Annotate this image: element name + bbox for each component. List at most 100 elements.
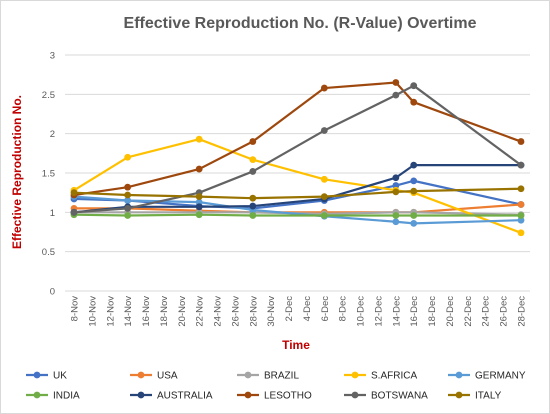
series-botswana — [70, 82, 525, 216]
y-tick-label: 1.5 — [42, 169, 55, 180]
data-point — [410, 161, 418, 169]
y-tick-label: 2.5 — [42, 90, 55, 101]
data-point — [249, 138, 257, 145]
data-point — [320, 175, 328, 183]
data-point — [392, 182, 400, 189]
data-point — [410, 187, 418, 195]
legend-item: UK — [26, 371, 67, 382]
data-point — [249, 202, 257, 210]
data-point — [517, 212, 525, 219]
legend-label: BRAZIL — [264, 371, 299, 382]
legend-item: LESOTHO — [237, 391, 312, 402]
legend-swatch-marker — [33, 371, 41, 379]
legend-label: BOTSWANA — [371, 391, 428, 402]
y-tick-label: 2 — [50, 129, 55, 140]
series-line — [73, 81, 522, 197]
legend-item: S.AFRICA — [344, 371, 417, 382]
x-tick-label: 16-Nov — [141, 296, 152, 327]
legend-swatch-marker — [351, 391, 359, 399]
x-axis-label: Time — [282, 338, 310, 352]
x-tick-label: 28-Dec — [517, 296, 528, 327]
data-point — [249, 194, 257, 202]
data-point — [392, 174, 400, 182]
x-tick-label: 12-Nov — [105, 296, 116, 327]
data-point — [392, 91, 400, 99]
x-tick-label: 14-Nov — [123, 296, 134, 327]
x-tick-label: 4-Dec — [302, 296, 313, 322]
data-point — [249, 156, 257, 164]
data-point — [410, 212, 418, 219]
data-point — [320, 84, 328, 92]
data-point — [517, 216, 525, 224]
x-tick-label: 26-Nov — [230, 296, 241, 327]
x-tick-label: 22-Dec — [463, 296, 474, 327]
data-point — [320, 212, 328, 219]
legend-label: LESOTHO — [264, 391, 312, 402]
data-point — [249, 168, 257, 175]
data-point — [195, 193, 203, 201]
legend-swatch-marker — [244, 391, 252, 399]
x-tick-label: 12-Dec — [373, 296, 384, 327]
data-point — [517, 185, 525, 193]
data-point — [195, 211, 203, 219]
data-point — [124, 212, 132, 219]
data-point — [124, 153, 132, 161]
x-tick-labels: 8-Nov 10-Nov 12-Nov 14-Nov 16-Nov 18-Nov 20-No… — [70, 296, 528, 327]
x-tick-label: 6-Dec — [320, 296, 331, 322]
series-lesotho — [70, 79, 525, 199]
data-point — [124, 197, 132, 204]
x-tick-label: 24-Dec — [481, 296, 492, 327]
legend-label: ITALY — [475, 391, 502, 402]
y-tick-labels: 0 0.5 1 1.5 2 2.5 3 — [42, 51, 55, 298]
x-tick-label: 22-Nov — [195, 296, 206, 327]
legend-label: S.AFRICA — [371, 371, 417, 382]
data-point — [517, 138, 525, 145]
legend-item: GERMANY — [448, 371, 526, 382]
x-tick-label: 20-Dec — [445, 296, 456, 327]
data-point — [392, 212, 400, 219]
x-tick-label: 28-Nov — [248, 296, 259, 327]
series-line — [73, 213, 521, 217]
data-point — [410, 219, 418, 227]
x-tick-label: 2-Dec — [284, 296, 295, 322]
data-point — [124, 191, 132, 199]
data-point — [410, 82, 418, 90]
data-point — [195, 198, 203, 206]
x-tick-label: 8-Dec — [338, 296, 349, 322]
legend-swatch-marker — [137, 371, 145, 379]
data-point — [320, 127, 328, 134]
legend-item: INDIA — [26, 391, 80, 402]
legend-swatch-marker — [33, 391, 41, 399]
legend-swatch-marker — [137, 391, 145, 399]
y-tick-label: 0.5 — [42, 247, 55, 258]
data-point — [410, 98, 418, 106]
legend-label: UK — [53, 371, 67, 382]
data-point — [124, 205, 132, 212]
legend-swatch-marker — [351, 371, 359, 379]
chart-title: Effective Reproduction No. (R-Value) Ove… — [124, 15, 477, 32]
data-series — [70, 79, 525, 237]
legend: UK USA BRAZIL S.AFRICA GERMANY INDIA AUSTRALIA… — [26, 371, 526, 402]
series-italy — [70, 185, 525, 202]
y-tick-label: 1 — [50, 208, 55, 219]
x-tick-label: 26-Dec — [499, 296, 510, 327]
y-tick-label: 3 — [50, 51, 55, 62]
x-tick-label: 24-Nov — [213, 296, 224, 327]
legend-item: AUSTRALIA — [130, 391, 213, 402]
y-axis-label: Effective Reproduction No. — [10, 95, 24, 249]
data-point — [195, 203, 203, 211]
data-point — [70, 189, 78, 197]
x-tick-label: 14-Dec — [391, 296, 402, 327]
data-point — [517, 161, 525, 169]
x-tick-label: 16-Dec — [409, 296, 420, 327]
x-tick-label: 20-Nov — [177, 296, 188, 327]
data-point — [517, 201, 525, 208]
data-point — [392, 218, 400, 226]
gridlines — [65, 54, 530, 292]
y-tick-label: 0 — [50, 287, 55, 298]
legend-item: USA — [130, 371, 178, 382]
data-point — [195, 135, 203, 143]
legend-swatch-marker — [455, 371, 463, 379]
